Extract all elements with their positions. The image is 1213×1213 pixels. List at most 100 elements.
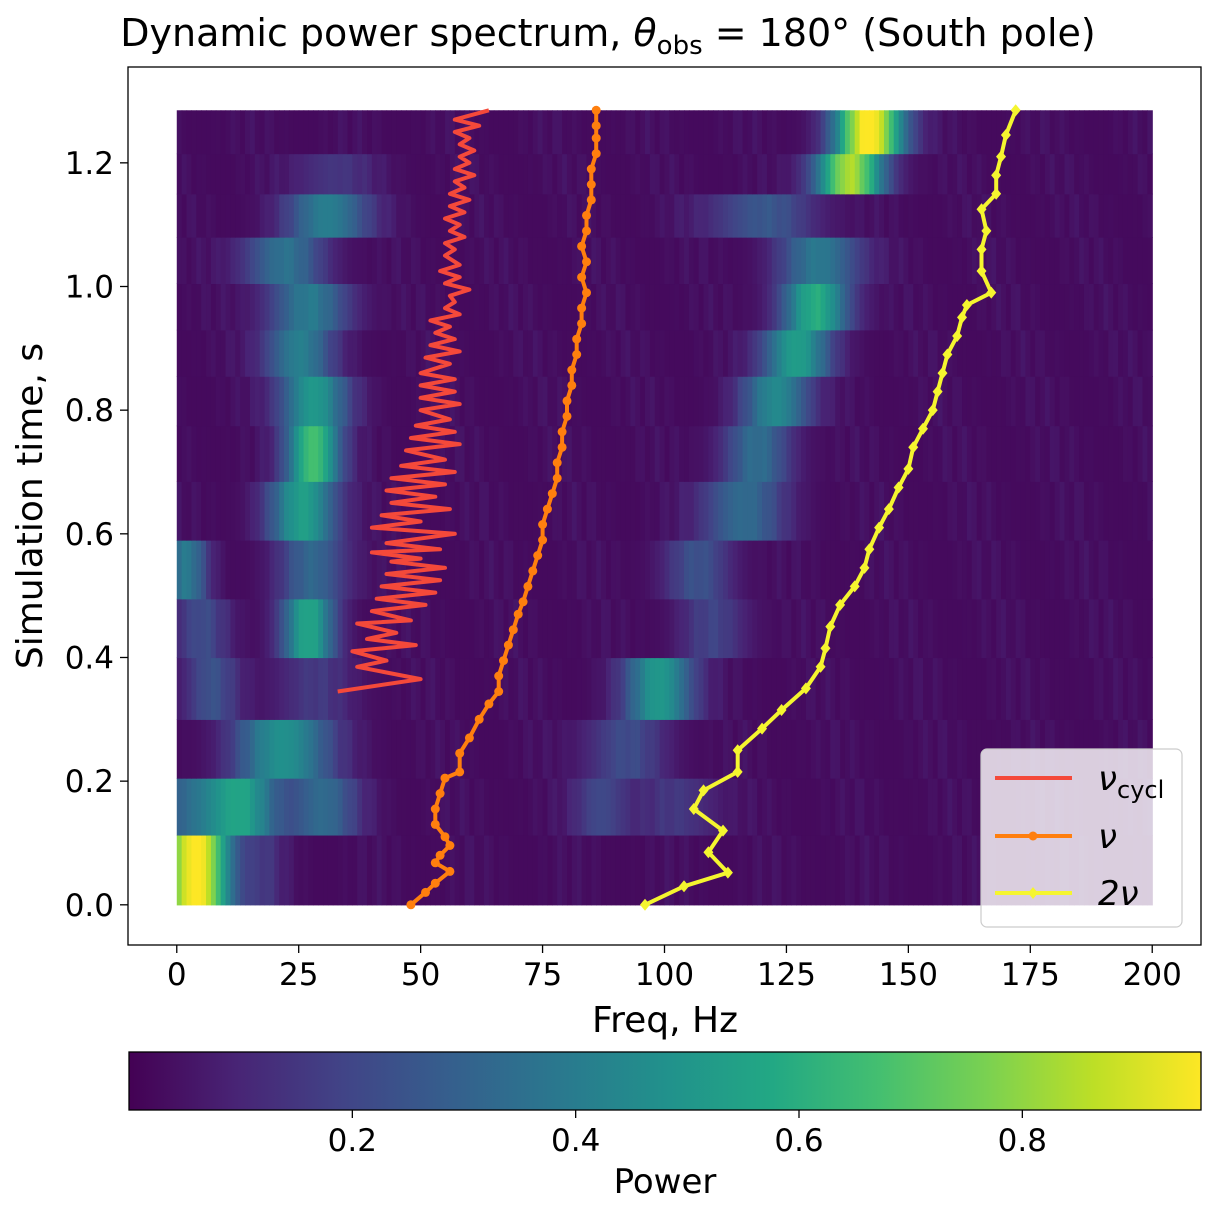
y-tick-label-2: 0.4: [65, 640, 114, 676]
series-2-point-28: [942, 348, 953, 361]
series-1-point-30: [547, 489, 557, 499]
x-tick-label-3: 75: [523, 957, 562, 993]
series-1-point-14: [464, 733, 474, 743]
series-line-0: [337, 108, 490, 694]
series-1-point-43: [582, 288, 591, 298]
series-2-point-31: [961, 299, 972, 312]
series-1-point-51: [586, 164, 596, 174]
series-1-point-38: [567, 365, 577, 375]
series-1-point-15: [474, 714, 484, 724]
series-1-point-21: [508, 625, 518, 635]
colorbar-tick-label-2: 0.6: [774, 1123, 823, 1159]
y-tick-label-4: 0.8: [65, 393, 114, 429]
title-subscript: obs: [657, 31, 703, 61]
series-1-point-52: [591, 149, 601, 159]
series-2-point-11: [800, 682, 811, 695]
series-2-point-33: [976, 265, 987, 278]
series-1-point-1: [421, 887, 430, 897]
heatmap-row-4: [176, 598, 1153, 659]
colorbar-tick-label-0: 0.2: [328, 1123, 377, 1159]
series-1-point-46: [577, 241, 587, 251]
series-1-point-0: [406, 900, 416, 910]
x-tick-label-6: 150: [879, 957, 938, 993]
series-2-point-16: [849, 580, 860, 593]
series-2-point-4: [718, 824, 729, 837]
series-1-point-31: [552, 473, 562, 483]
series-2-point-1: [679, 880, 690, 893]
y-axis-label: Simulation time, s: [10, 343, 51, 669]
series-2-point-39: [996, 150, 1007, 163]
series-1-point-23: [518, 597, 528, 607]
legend-frame: [980, 748, 1183, 928]
series-2-point-22: [903, 462, 914, 475]
x-tick-label-5: 125: [757, 957, 816, 993]
series-1-point-22: [513, 609, 523, 619]
series-2-point-7: [732, 765, 743, 778]
series-2-point-41: [1010, 104, 1021, 117]
series-2-point-15: [835, 598, 846, 611]
series-1-point-29: [542, 504, 552, 514]
series-2-point-23: [908, 441, 919, 454]
x-tick-label-2: 50: [401, 957, 440, 993]
heatmap-row-7: [176, 425, 1153, 482]
series-2-point-9: [757, 722, 768, 735]
series-2-point-38: [991, 169, 1002, 182]
series-1-point-37: [567, 380, 577, 390]
series-1-point-55: [591, 105, 601, 115]
legend: νcycl ν 2ν: [980, 748, 1183, 928]
colorbar-ticks: 0.2 0.4 0.6 0.8: [328, 1110, 1047, 1159]
series-1-point-47: [582, 226, 591, 236]
series-2-point-27: [937, 367, 948, 380]
x-tick-label-0: 0: [167, 957, 187, 993]
series-2-point-36: [976, 203, 987, 216]
series-2-point-18: [864, 543, 875, 556]
series-2-point-19: [874, 521, 885, 534]
series-2-point-20: [883, 503, 894, 516]
series-2-point-17: [859, 561, 870, 574]
series-2-point-37: [991, 187, 1002, 200]
series-1-point-20: [503, 640, 513, 650]
heatmap-row-13: [176, 153, 1153, 195]
series-1-point-9: [430, 804, 440, 814]
y-tick-label-1: 0.2: [65, 764, 114, 800]
series-1-point-45: [582, 257, 591, 267]
heatmap-row-12: [176, 193, 1153, 238]
y-tick-label-6: 1.2: [65, 146, 114, 182]
series-2-point-32: [986, 286, 997, 299]
series-2-point-34: [976, 243, 987, 256]
series-1-point-12: [455, 767, 465, 777]
series-1-point-35: [562, 411, 572, 421]
heatmap-row-8: [176, 376, 1153, 427]
series-2-point-10: [776, 704, 787, 717]
series-2-point-6: [698, 784, 709, 797]
series-1-point-49: [586, 195, 596, 205]
series-1-point-44: [577, 272, 587, 282]
series-1-point-5: [435, 850, 445, 860]
series-2-point-40: [1000, 129, 1011, 142]
series-1-point-19: [499, 656, 508, 666]
x-tick-label-4: 100: [635, 957, 694, 993]
legend-marker-nu: [1028, 831, 1038, 841]
x-tick-label-7: 175: [1001, 957, 1060, 993]
series-2-point-12: [815, 660, 826, 673]
series-1-point-16: [484, 699, 494, 709]
series-1-point-36: [562, 396, 572, 406]
series-2-point-3: [703, 846, 714, 859]
series-1-point-24: [523, 581, 533, 591]
heatmap-row-3: [176, 657, 1153, 720]
title-suffix: = 180° (South pole): [703, 11, 1096, 55]
series-1-point-18: [494, 671, 504, 681]
series-2-point-13: [820, 642, 831, 655]
series-2-point-30: [957, 311, 968, 324]
colorbar: [128, 1051, 1202, 1111]
series-1-point-41: [577, 319, 587, 329]
heatmap-row-6: [176, 481, 1153, 541]
x-axis: 0 25 50 75 100 125 150 175 200: [167, 945, 1182, 993]
colorbar-label: Power: [614, 1162, 717, 1202]
series-1-point-3: [445, 866, 455, 876]
series-2: [639, 104, 1021, 911]
series-1: [406, 105, 601, 910]
x-tick-label-8: 200: [1123, 957, 1182, 993]
series-2-point-24: [917, 422, 928, 435]
y-tick-label-0: 0.0: [65, 888, 114, 924]
